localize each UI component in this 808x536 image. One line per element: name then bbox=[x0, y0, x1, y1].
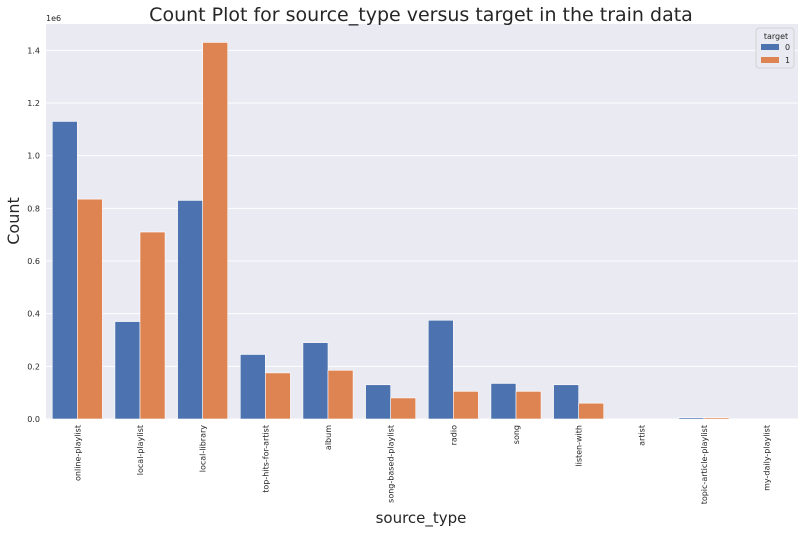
x-tick-label: artist bbox=[637, 425, 646, 446]
bar-1-online-playlist bbox=[77, 199, 102, 419]
bar-0-song-based-playlist bbox=[366, 385, 391, 419]
legend: target 0 1 bbox=[756, 28, 794, 68]
bar-1-local-playlist bbox=[140, 232, 165, 419]
x-tick-label: listen-with bbox=[575, 425, 584, 467]
x-tick-label: radio bbox=[449, 425, 458, 445]
y-tick-label: 0.2 bbox=[27, 362, 40, 371]
bar-0-album bbox=[303, 343, 328, 419]
legend-swatch-0 bbox=[761, 44, 779, 50]
x-axis-label: source_type bbox=[376, 509, 467, 528]
bar-1-topic-article-playlist bbox=[704, 418, 729, 419]
bar-1-song-based-playlist bbox=[391, 398, 416, 419]
x-tick-label: local-library bbox=[199, 425, 208, 473]
bar-0-online-playlist bbox=[52, 121, 77, 419]
bar-0-top-hits-for-artist bbox=[240, 354, 265, 419]
y-tick-label: 1.4 bbox=[27, 46, 40, 55]
x-tick-label: my-daily-playlist bbox=[763, 425, 772, 491]
bar-1-listen-with bbox=[579, 403, 604, 419]
legend-swatch-1 bbox=[761, 57, 779, 63]
x-axis-ticks: online-playlist local-playlist local-libra… bbox=[73, 425, 771, 505]
y-offset-label: 1e6 bbox=[46, 14, 61, 23]
y-tick-label: 0.6 bbox=[27, 257, 40, 266]
legend-title: target bbox=[764, 32, 788, 41]
bar-0-local-playlist bbox=[115, 322, 140, 419]
bar-0-topic-article-playlist bbox=[679, 418, 704, 419]
y-axis-ticks: 0.0 0.2 0.4 0.6 0.8 1.0 1.2 1.4 bbox=[27, 46, 40, 424]
bar-1-radio bbox=[453, 391, 478, 419]
bar-1-song bbox=[516, 391, 541, 419]
y-tick-label: 1.2 bbox=[27, 99, 40, 108]
bar-1-local-library bbox=[203, 42, 228, 419]
x-tick-label: online-playlist bbox=[73, 425, 82, 481]
legend-label-0: 0 bbox=[785, 43, 790, 52]
y-tick-label: 1.0 bbox=[27, 152, 40, 161]
x-tick-label: album bbox=[324, 425, 333, 450]
y-tick-label: 0.8 bbox=[27, 204, 40, 213]
x-tick-label: song bbox=[512, 425, 521, 444]
y-axis-label: Count bbox=[4, 197, 23, 245]
bar-0-song bbox=[491, 383, 516, 419]
bar-1-top-hits-for-artist bbox=[265, 373, 290, 419]
x-tick-label: local-playlist bbox=[136, 425, 145, 475]
x-tick-label: song-based-playlist bbox=[387, 425, 396, 503]
x-tick-label: top-hits-for-artist bbox=[261, 425, 270, 493]
bar-0-local-library bbox=[178, 200, 203, 419]
bar-0-radio bbox=[428, 320, 453, 419]
legend-label-1: 1 bbox=[785, 56, 790, 65]
x-tick-label: topic-article-playlist bbox=[700, 425, 709, 504]
y-tick-label: 0.0 bbox=[27, 415, 40, 424]
chart-title: Count Plot for source_type versus target… bbox=[149, 4, 693, 26]
bar-1-album bbox=[328, 370, 353, 419]
bar-0-listen-with bbox=[554, 385, 579, 419]
y-tick-label: 0.4 bbox=[27, 310, 40, 319]
